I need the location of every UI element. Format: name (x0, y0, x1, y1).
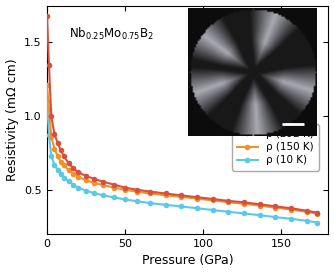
Y-axis label: Resistivity (mΩ cm): Resistivity (mΩ cm) (6, 58, 19, 181)
X-axis label: Pressure (GPa): Pressure (GPa) (142, 254, 233, 268)
Legend: ρ (292 K), ρ (150 K), ρ (10 K): ρ (292 K), ρ (150 K), ρ (10 K) (232, 124, 319, 171)
Text: Nb$_{0.25}$Mo$_{0.75}$B$_2$: Nb$_{0.25}$Mo$_{0.75}$B$_2$ (69, 26, 154, 42)
